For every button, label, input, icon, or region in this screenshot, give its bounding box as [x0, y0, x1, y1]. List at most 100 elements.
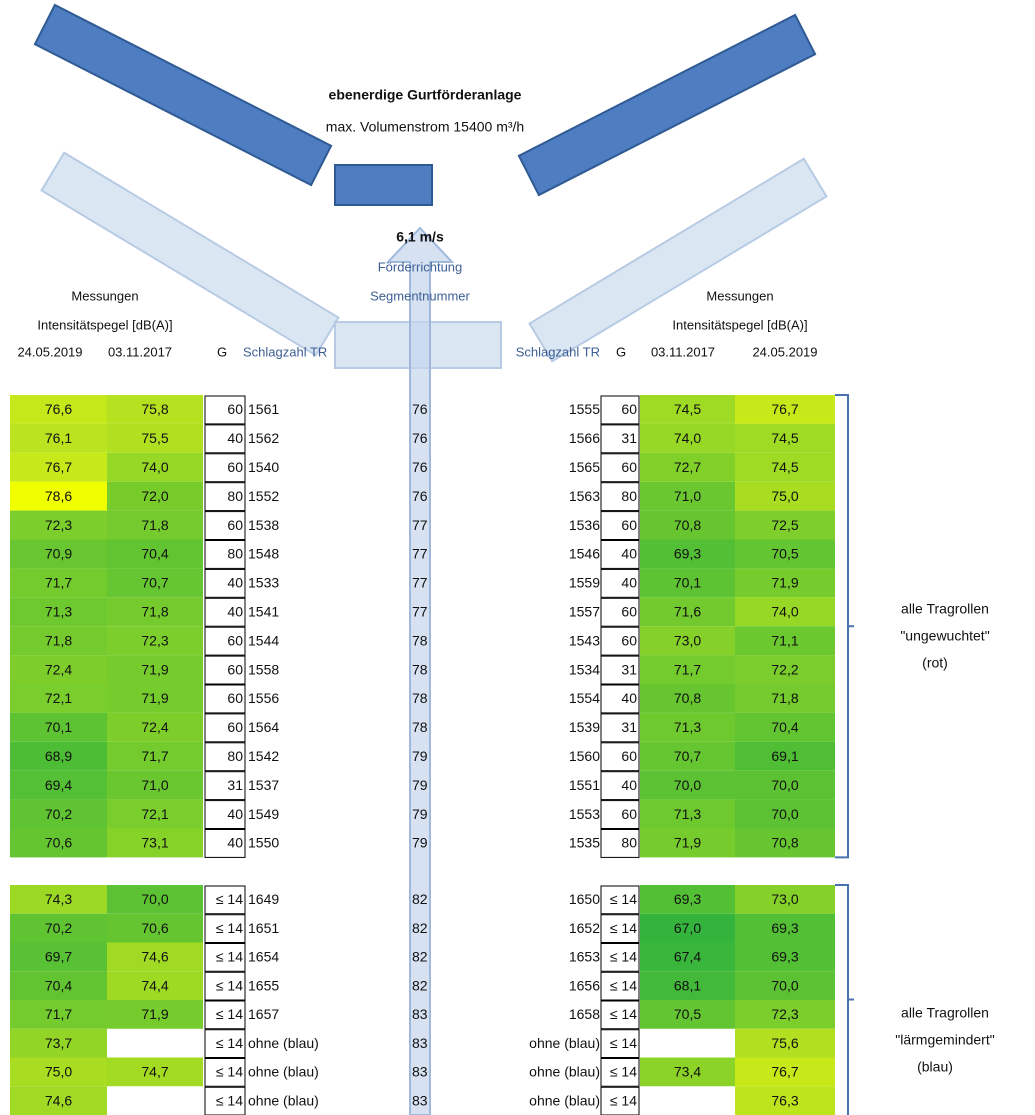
value: 69,7 [45, 949, 72, 965]
heat-cell [10, 655, 107, 684]
value: 70,0 [771, 806, 798, 822]
date-label: 24.05.2019 [752, 344, 817, 359]
value: 72,5 [771, 517, 798, 533]
heat-cell [10, 971, 107, 1000]
tr-value: 1650 [569, 891, 600, 907]
tr-value: 1555 [569, 401, 600, 417]
value: 70,2 [45, 920, 72, 936]
value: 69,1 [771, 748, 798, 764]
heat-cell [640, 770, 735, 800]
tr-value: 1548 [248, 546, 279, 562]
value: 73,0 [674, 632, 701, 648]
group-label: "ungewuchtet" [900, 628, 989, 644]
value: 72,4 [45, 661, 72, 677]
value: 74,0 [674, 430, 701, 446]
value: 76,7 [771, 401, 798, 417]
g-value: ≤ 14 [610, 1006, 637, 1022]
segment-number: 79 [412, 835, 428, 851]
heat-cell [735, 684, 835, 713]
heat-cell [107, 568, 203, 598]
g-box [600, 885, 640, 915]
feed-belt-light [40, 151, 340, 357]
value: 71,9 [141, 661, 168, 677]
intensity-label: Intensitätspegel [dB(A)] [672, 317, 807, 332]
tr-value: 1657 [248, 1006, 279, 1022]
value: 71,8 [771, 690, 798, 706]
g-value: ≤ 14 [216, 977, 243, 993]
g-box [204, 742, 246, 772]
heat-cell [10, 913, 107, 943]
value: 73,0 [771, 891, 798, 907]
heat-cell [735, 1000, 835, 1029]
tr-value: ohne (blau) [529, 1035, 600, 1051]
value: 70,5 [674, 1006, 701, 1022]
tr-value: 1533 [248, 575, 279, 591]
g-box [204, 800, 246, 829]
heat-cell [107, 799, 203, 829]
value: 71,3 [674, 719, 701, 735]
g-value: 40 [227, 575, 243, 591]
segment-number: 78 [412, 719, 428, 735]
value: 72,1 [45, 690, 72, 706]
value: 73,1 [141, 835, 168, 851]
heat-cell [10, 712, 107, 742]
tr-value: ohne (blau) [248, 1092, 319, 1108]
g-box [600, 424, 640, 454]
g-box [204, 482, 246, 512]
g-value: 31 [621, 430, 637, 446]
g-box [204, 943, 246, 972]
heat-cell [640, 452, 735, 482]
g-value: 60 [227, 632, 243, 648]
heat-cell [10, 597, 107, 627]
g-box [204, 424, 246, 454]
value: 71,3 [674, 806, 701, 822]
g-value: ≤ 14 [216, 1092, 243, 1108]
value: 71,7 [45, 575, 72, 591]
g-value: 60 [227, 719, 243, 735]
heat-cell [735, 510, 835, 540]
g-value: 40 [227, 806, 243, 822]
value: 70,9 [45, 546, 72, 562]
segment-number: 83 [412, 1064, 428, 1080]
g-box [204, 655, 246, 685]
heat-cell [640, 481, 735, 511]
tr-value: 1553 [569, 806, 600, 822]
g-value: 60 [621, 517, 637, 533]
value: 78,6 [45, 488, 72, 504]
g-label: G [616, 344, 626, 359]
tr-value: 1562 [248, 430, 279, 446]
tr-value: 1538 [248, 517, 279, 533]
tr-value: 1537 [248, 777, 279, 793]
value: 70,6 [45, 835, 72, 851]
segment-number: 76 [412, 401, 428, 417]
value: 71,9 [674, 835, 701, 851]
tr-value: 1540 [248, 459, 279, 475]
tr-value: 1541 [248, 603, 279, 619]
segment-number: 77 [412, 575, 428, 591]
heat-cell [10, 510, 107, 540]
value: 68,1 [674, 977, 701, 993]
g-value: 60 [227, 401, 243, 417]
g-value: 31 [227, 777, 243, 793]
value: 69,3 [771, 920, 798, 936]
group-label: (blau) [917, 1059, 953, 1075]
g-box [600, 568, 640, 598]
heat-cell [10, 942, 107, 972]
heat-cell [640, 712, 735, 742]
segment-number: 82 [412, 977, 428, 993]
g-box [600, 626, 640, 656]
heat-cell [107, 539, 203, 569]
g-value: 60 [621, 459, 637, 475]
tr-value: ohne (blau) [529, 1064, 600, 1080]
g-value: ≤ 14 [216, 1006, 243, 1022]
g-value: 80 [227, 546, 243, 562]
segment-number: 77 [412, 603, 428, 619]
segment-number: 82 [412, 891, 428, 907]
value: 71,7 [141, 748, 168, 764]
segment-number: 83 [412, 1035, 428, 1051]
heat-cell [107, 971, 203, 1000]
heat-cell [10, 799, 107, 829]
g-box [600, 943, 640, 972]
g-value: ≤ 14 [610, 891, 637, 907]
heat-cell [107, 655, 203, 684]
